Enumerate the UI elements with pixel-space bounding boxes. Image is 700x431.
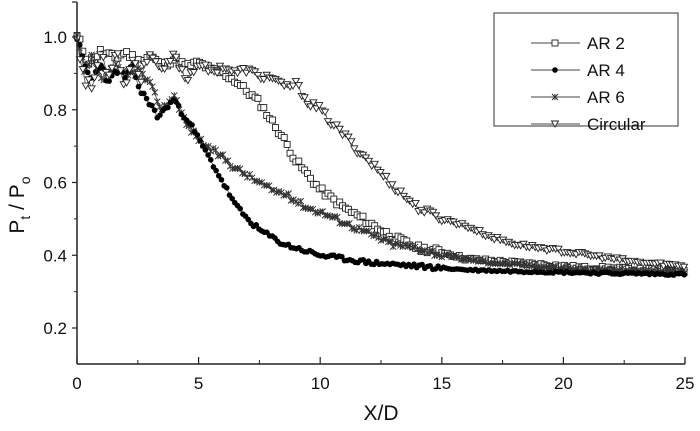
x-tick-label: 0 (72, 374, 81, 393)
x-tick-label: 15 (432, 374, 451, 393)
x-axis-title: X/D (363, 402, 398, 425)
y-title-sep: / (6, 198, 29, 216)
legend-item: AR 2 (531, 34, 625, 53)
x-tick-label: 20 (554, 374, 573, 393)
plot-area (72, 32, 689, 279)
y-title-sub1: t (17, 216, 33, 220)
y-ticks: 0.2 0.4 0.6 0.8 1.0 (43, 28, 77, 338)
x-ticks: 0 5 10 15 20 25 (72, 357, 694, 393)
x-tick-label: 5 (194, 374, 203, 393)
legend-label: AR 2 (587, 34, 625, 53)
y-tick-label: 0.8 (43, 101, 67, 120)
legend-item: AR 6 (531, 88, 625, 107)
x-tick-label: 10 (311, 374, 330, 393)
y-tick-label: 0.4 (43, 246, 67, 265)
y-title-sub2: o (17, 176, 33, 184)
series-circular (72, 35, 689, 272)
x-tick-label: 25 (676, 374, 695, 393)
legend-items: AR 2 AR 4 AR 6 Circular (531, 34, 646, 134)
legend-item: Circular (531, 115, 646, 134)
y-axis-title: Pt / Po (6, 176, 33, 233)
y-tick-label: 0.6 (43, 174, 67, 193)
y-tick-label: 1.0 (43, 28, 67, 47)
y-title-p1: P (6, 220, 29, 234)
legend-label: AR 4 (587, 61, 625, 80)
legend-label: Circular (587, 115, 646, 134)
y-tick-label: 0.2 (43, 319, 67, 338)
legend-item: AR 4 (531, 61, 625, 80)
legend-box (493, 12, 679, 127)
axes: 0 5 10 15 20 25 0.2 0.4 0.6 0.8 1.0 (43, 1, 694, 393)
legend-label: AR 6 (587, 88, 625, 107)
legend: AR 2 AR 4 AR 6 Circular (493, 12, 679, 134)
y-title-p2: P (6, 184, 29, 198)
